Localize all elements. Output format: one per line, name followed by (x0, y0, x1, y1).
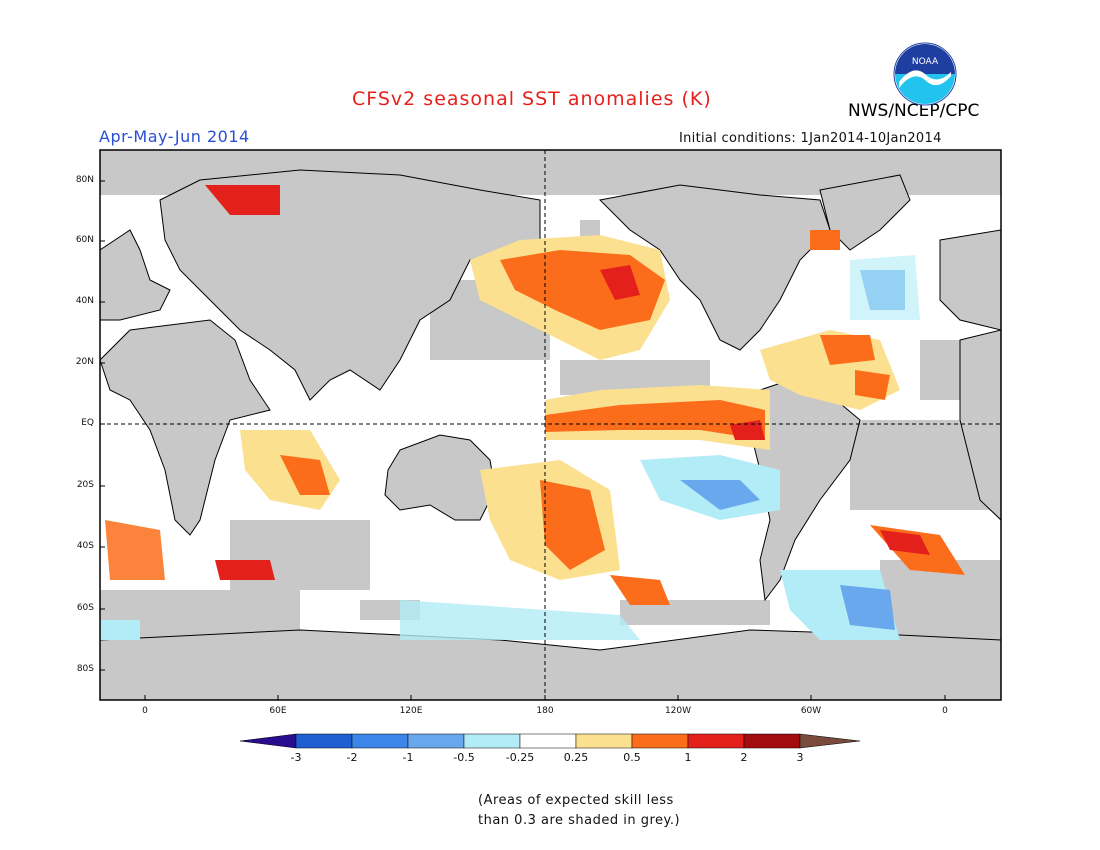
lon-label: 60E (269, 706, 287, 716)
lat-label: 20S (76, 480, 94, 490)
anomaly-patches (100, 185, 965, 640)
season-label: Apr-May-Jun 2014 (99, 127, 250, 146)
colorbar-bin (687, 733, 745, 749)
skill-note-line: (Areas of expected skill less (478, 793, 674, 808)
colorbar-label: -3 (290, 751, 302, 764)
lat-label: 60S (76, 603, 94, 613)
agency-label: NWS/NCEP/CPC (848, 101, 980, 121)
lat-label: EQ (81, 418, 94, 428)
colorbar-label: -0.5 (453, 751, 475, 764)
noaa-logo-icon: NOAA (893, 42, 957, 106)
lon-label: 0 (942, 706, 948, 716)
colorbar-bin (295, 733, 353, 749)
colorbar-bin (743, 733, 801, 749)
colorbar-max-arrow (799, 733, 861, 749)
initial-conditions-label: Initial conditions: 1Jan2014-10Jan2014 (679, 131, 942, 146)
colorbar-label: 0.25 (563, 751, 589, 764)
colorbar-min-arrow (239, 733, 297, 749)
logo-text: NOAA (912, 57, 939, 67)
skill-note-line: than 0.3 are shaded in grey.) (478, 813, 681, 828)
colorbar-bin (575, 733, 633, 749)
lon-label: 0 (142, 706, 148, 716)
lon-label: 60W (800, 706, 822, 716)
colorbar (239, 733, 861, 749)
colorbar-label: -0.25 (505, 751, 535, 764)
map-frame (99, 149, 1002, 701)
map-title: CFSv2 seasonal SST anomalies (K) (352, 88, 712, 110)
lat-label: 60N (75, 235, 94, 245)
colorbar-label: 1 (684, 751, 692, 764)
lon-label: 120E (399, 706, 423, 716)
colorbar-bin (631, 733, 689, 749)
lat-label: 20N (75, 357, 94, 367)
lat-label: 80S (76, 664, 94, 674)
land-masses (100, 169, 1001, 700)
lat-label: 80N (75, 175, 94, 185)
axis-ticks (100, 180, 946, 700)
colorbar-label: 2 (740, 751, 748, 764)
colorbar-label: -2 (346, 751, 358, 764)
lon-label: 120W (664, 706, 692, 716)
lat-label: 40S (76, 541, 94, 551)
colorbar-bin (463, 733, 521, 749)
skill-note: (Areas of expected skill less than 0.3 a… (478, 791, 680, 831)
colorbar-bin (519, 733, 577, 749)
colorbar-label: 3 (796, 751, 804, 764)
lat-label: 40N (75, 296, 94, 306)
lon-label: 180 (536, 706, 554, 716)
colorbar-bin (407, 733, 465, 749)
colorbar-label: -1 (402, 751, 414, 764)
colorbar-bin (351, 733, 409, 749)
colorbar-label: 0.5 (623, 751, 641, 764)
